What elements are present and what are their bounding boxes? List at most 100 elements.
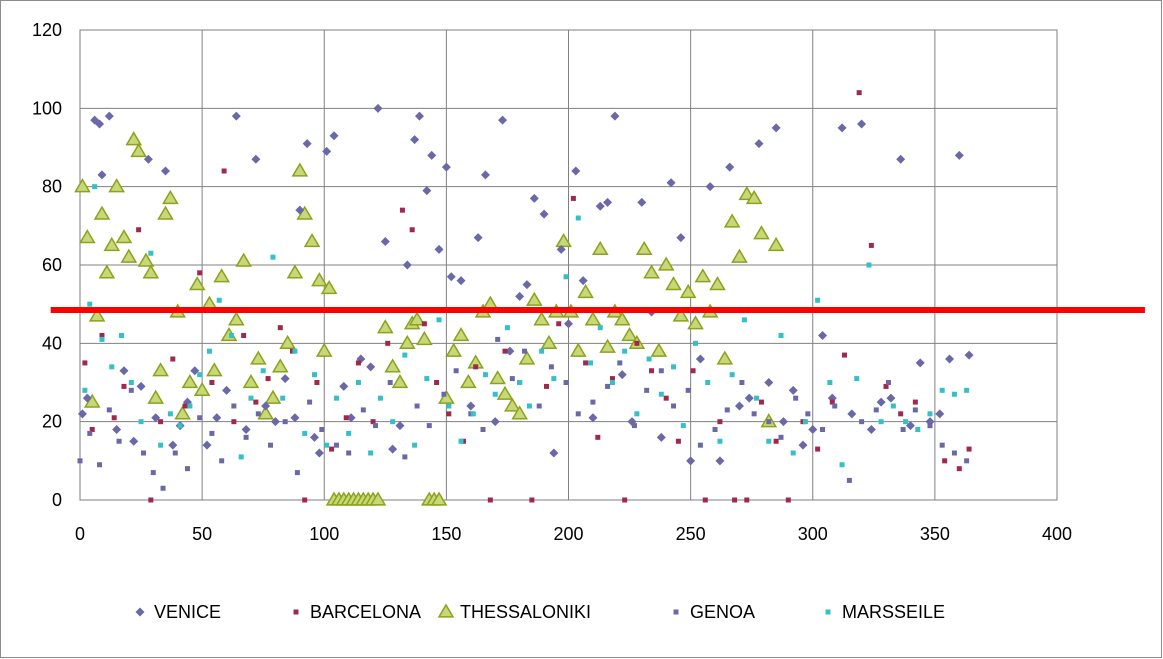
data-point-marsseile bbox=[228, 333, 234, 338]
data-point-barcelona bbox=[329, 446, 335, 452]
data-point-genoa bbox=[832, 403, 838, 409]
data-point-barcelona bbox=[544, 383, 550, 389]
x-tick-label: 200 bbox=[553, 524, 583, 544]
data-point-genoa bbox=[685, 387, 691, 393]
data-point-venice bbox=[529, 193, 539, 203]
data-point-barcelona bbox=[265, 376, 271, 382]
data-point-genoa bbox=[141, 450, 147, 456]
data-point-thessaloniki bbox=[162, 189, 179, 205]
data-point-thessaloniki bbox=[525, 291, 543, 306]
data-point-thessaloniki bbox=[74, 178, 91, 193]
data-point-venice bbox=[798, 440, 808, 450]
legend-marker bbox=[135, 607, 145, 617]
data-point-barcelona bbox=[609, 376, 615, 382]
data-point-venice bbox=[190, 366, 200, 376]
data-point-thessaloniki bbox=[723, 213, 741, 228]
data-point-thessaloniki bbox=[665, 276, 682, 291]
data-point-thessaloniki bbox=[430, 491, 448, 506]
series-genoa bbox=[77, 336, 970, 491]
data-point-venice bbox=[676, 233, 686, 243]
data-point-barcelona bbox=[649, 368, 655, 374]
data-point-genoa bbox=[441, 391, 447, 397]
data-point-venice bbox=[380, 237, 390, 246]
data-point-genoa bbox=[360, 407, 366, 413]
data-point-barcelona bbox=[399, 207, 405, 213]
data-point-marsseile bbox=[526, 403, 532, 409]
data-point-barcelona bbox=[912, 399, 918, 405]
data-point-venice bbox=[160, 166, 170, 176]
data-point-venice bbox=[886, 393, 896, 403]
data-point-thessaloniki bbox=[137, 252, 155, 267]
data-point-barcelona bbox=[302, 497, 308, 503]
data-point-venice bbox=[119, 366, 129, 376]
data-point-marsseile bbox=[482, 372, 488, 378]
data-point-barcelona bbox=[570, 195, 576, 201]
data-point-marsseile bbox=[470, 411, 476, 417]
data-point-marsseile bbox=[575, 215, 581, 221]
data-point-marsseile bbox=[492, 391, 498, 397]
legend-marker bbox=[825, 609, 831, 615]
data-point-genoa bbox=[426, 423, 432, 429]
data-point-thessaloniki bbox=[460, 374, 477, 389]
data-point-marsseile bbox=[741, 317, 747, 323]
data-point-thessaloniki bbox=[657, 256, 675, 271]
data-point-marsseile bbox=[563, 274, 569, 280]
data-point-thessaloniki bbox=[635, 240, 653, 255]
data-point-venice bbox=[896, 154, 906, 164]
x-tick-label: 0 bbox=[75, 524, 85, 544]
data-point-thessaloniki bbox=[130, 142, 147, 158]
data-point-genoa bbox=[453, 368, 459, 374]
data-point-genoa bbox=[87, 430, 93, 436]
data-point-marsseile bbox=[790, 450, 796, 456]
y-tick-label: 120 bbox=[32, 20, 62, 40]
data-point-genoa bbox=[793, 395, 799, 401]
data-point-barcelona bbox=[170, 356, 176, 362]
data-point-barcelona bbox=[773, 438, 779, 444]
data-point-venice bbox=[77, 409, 87, 419]
legend-marker bbox=[437, 603, 455, 618]
data-point-venice bbox=[222, 385, 232, 395]
gridlines bbox=[79, 29, 1058, 501]
data-point-genoa bbox=[106, 407, 112, 413]
data-point-genoa bbox=[150, 470, 156, 476]
data-point-barcelona bbox=[421, 321, 427, 327]
data-point-barcelona bbox=[158, 419, 164, 425]
data-point-venice bbox=[434, 244, 444, 254]
data-point-venice bbox=[466, 401, 476, 411]
data-point-barcelona bbox=[529, 497, 535, 503]
data-point-venice bbox=[346, 413, 356, 423]
data-point-venice bbox=[935, 409, 945, 419]
data-point-venice bbox=[876, 397, 886, 407]
data-point-venice bbox=[314, 448, 324, 458]
legend-label: MARSSEILE bbox=[842, 602, 945, 622]
data-point-barcelona bbox=[829, 399, 835, 405]
data-point-genoa bbox=[346, 450, 352, 456]
data-point-marsseile bbox=[92, 184, 98, 190]
data-point-marsseile bbox=[504, 325, 510, 331]
data-point-marsseile bbox=[302, 430, 308, 436]
data-point-thessaloniki bbox=[103, 236, 121, 252]
data-point-thessaloniki bbox=[193, 381, 211, 396]
data-point-thessaloniki bbox=[142, 264, 160, 279]
y-axis-tick-labels: 0 20 40 60 80 100 120 bbox=[32, 20, 62, 510]
data-point-venice bbox=[251, 154, 261, 164]
data-point-venice bbox=[231, 111, 241, 121]
data-point-venice bbox=[241, 425, 251, 434]
data-point-barcelona bbox=[868, 242, 874, 248]
data-point-marsseile bbox=[292, 348, 298, 354]
data-point-venice bbox=[715, 456, 725, 466]
data-point-barcelona bbox=[956, 466, 962, 472]
data-point-genoa bbox=[282, 419, 288, 425]
data-point-thessaloniki bbox=[108, 178, 125, 193]
data-point-venice bbox=[82, 393, 92, 403]
data-point-venice bbox=[595, 201, 605, 211]
data-point-marsseile bbox=[693, 340, 699, 346]
data-point-barcelona bbox=[434, 380, 440, 385]
data-point-barcelona bbox=[690, 368, 696, 374]
legend-item-barcelona: BARCELONA bbox=[293, 602, 421, 622]
data-point-thessaloniki bbox=[181, 374, 199, 389]
data-point-barcelona bbox=[82, 360, 88, 366]
data-point-venice bbox=[422, 186, 432, 196]
data-point-genoa bbox=[209, 430, 215, 436]
data-point-marsseile bbox=[815, 297, 821, 303]
